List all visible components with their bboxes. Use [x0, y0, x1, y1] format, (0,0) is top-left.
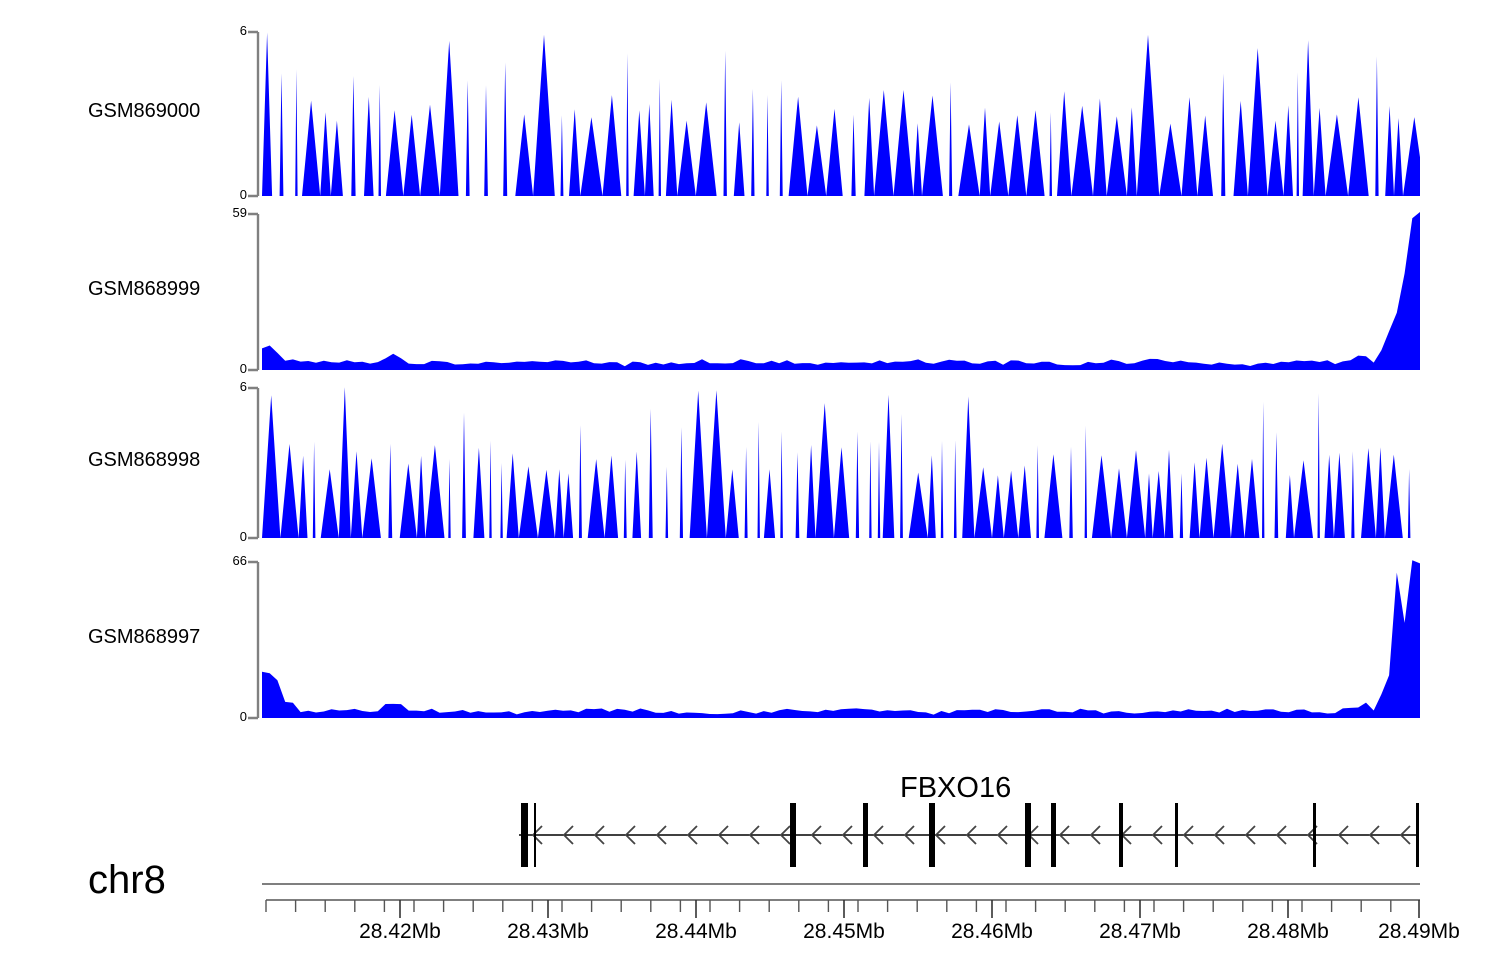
track-y-axis	[248, 560, 260, 720]
coverage-plot[interactable]	[262, 212, 1420, 370]
coverage-track[interactable]: GSM868999 59 0	[0, 206, 1500, 375]
axis-max-label: 59	[232, 205, 247, 220]
coverage-track[interactable]: GSM868998 6 0	[0, 380, 1500, 543]
track-y-axis	[248, 212, 260, 372]
axis-min-label: 0	[239, 529, 247, 544]
axis-min-label: 0	[239, 361, 247, 376]
track-y-axis	[248, 386, 260, 540]
track-y-axis	[248, 30, 260, 198]
ruler-tick-label: 28.46Mb	[951, 920, 1033, 943]
ruler-tick-label: 28.44Mb	[655, 920, 737, 943]
ruler-ticks	[262, 883, 1420, 924]
axis-max-label: 66	[232, 553, 247, 568]
ruler-tick-label: 28.47Mb	[1099, 920, 1181, 943]
track-label-gsm869000: GSM869000	[88, 100, 201, 122]
chromosome-label: chr8	[88, 858, 166, 902]
coverage-track[interactable]: GSM869000 6 0	[0, 24, 1500, 201]
ruler-tick-label: 28.43Mb	[507, 920, 589, 943]
coverage-track[interactable]: GSM868997 66 0	[0, 554, 1500, 723]
axis-max-label: 6	[239, 23, 247, 38]
track-label-gsm868999: GSM868999	[88, 278, 201, 300]
axis-max-label: 6	[239, 379, 247, 394]
axis-min-label: 0	[239, 187, 247, 202]
coverage-plot[interactable]	[262, 386, 1420, 538]
ruler-tick-label: 28.42Mb	[359, 920, 441, 943]
gene-name-label: FBXO16	[900, 772, 1012, 804]
gene-structure[interactable]	[0, 755, 1500, 870]
track-label-gsm868998: GSM868998	[88, 449, 201, 471]
ruler-tick-label: 28.45Mb	[803, 920, 885, 943]
gene-model-track[interactable]: FBXO16	[0, 755, 1500, 870]
coverage-plot[interactable]	[262, 560, 1420, 718]
ruler-tick-label: 28.49Mb	[1378, 920, 1460, 943]
axis-min-label: 0	[239, 709, 247, 724]
track-label-gsm868997: GSM868997	[88, 626, 201, 648]
genome-ruler: chr8 28.42Mb 28.43Mb 28.44Mb 28.45Mb 28.46Mb…	[0, 858, 1500, 980]
coverage-plot[interactable]	[262, 30, 1420, 196]
ruler-tick-label: 28.48Mb	[1247, 920, 1329, 943]
